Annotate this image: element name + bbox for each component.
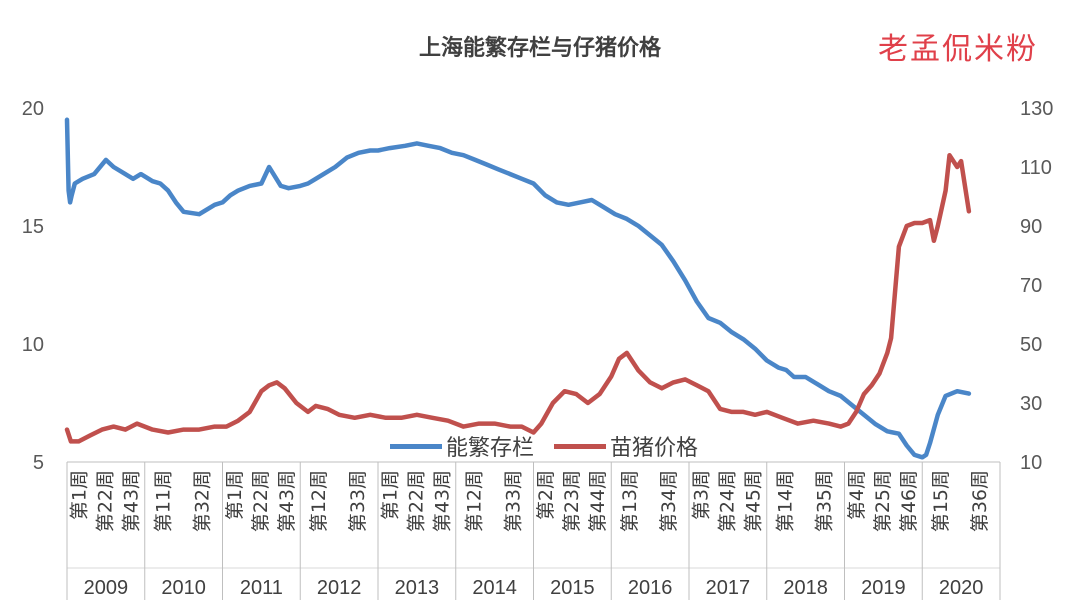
- legend-item-piglet-price: 苗猪价格: [554, 430, 698, 462]
- series-line-sows: [64, 117, 972, 460]
- week-tick-label: 第12周: [464, 470, 486, 532]
- week-tick-label: 第1周: [224, 470, 246, 520]
- year-label: 2014: [472, 577, 517, 599]
- right-tick-label: 50: [1020, 334, 1042, 356]
- legend-swatch-piglet-price: [554, 443, 607, 449]
- week-tick-label: 第33周: [347, 470, 369, 532]
- week-tick-label: 第32周: [192, 470, 214, 532]
- year-label: 2017: [706, 577, 751, 599]
- week-tick-label: 第43周: [431, 470, 453, 532]
- series-layer: [64, 117, 972, 460]
- week-tick-label: 第22周: [405, 470, 427, 532]
- year-label: 2009: [84, 577, 129, 599]
- week-tick-label: 第2周: [535, 470, 557, 520]
- legend: 能繁存栏 苗猪价格: [390, 430, 718, 462]
- left-axis-ticks: 5 10 15 20: [22, 98, 44, 474]
- week-tick-label: 第44周: [587, 470, 609, 532]
- year-label: 2016: [628, 577, 673, 599]
- week-tick-label: 第35周: [814, 470, 836, 532]
- legend-swatch-sows: [390, 443, 442, 449]
- year-label: 2018: [783, 577, 828, 599]
- week-tick-label: 第11周: [153, 470, 175, 532]
- week-tick-label: 第25周: [872, 470, 894, 532]
- right-tick-label: 130: [1020, 98, 1053, 120]
- right-tick-label: 30: [1020, 393, 1042, 415]
- right-tick-label: 110: [1020, 157, 1052, 179]
- left-tick-label: 20: [22, 98, 44, 120]
- year-label: 2010: [161, 577, 206, 599]
- year-label: 2013: [395, 577, 440, 599]
- week-tick-label: 第22周: [94, 470, 116, 532]
- week-tick-label: 第14周: [775, 470, 797, 532]
- week-tick-label: 第3周: [691, 470, 713, 520]
- right-axis-ticks: 10 30 50 70 90 110 130: [1020, 98, 1053, 474]
- left-tick-label: 10: [22, 334, 44, 356]
- right-tick-label: 10: [1020, 452, 1042, 474]
- week-tick-label: 第34周: [658, 470, 680, 532]
- right-tick-label: 90: [1020, 216, 1042, 238]
- year-label: 2011: [240, 577, 283, 599]
- week-tick-label: 第12周: [308, 470, 330, 532]
- week-tick-label: 第1周: [380, 470, 402, 520]
- legend-label-sows: 能繁存栏: [446, 436, 535, 461]
- year-label: 2015: [550, 577, 595, 599]
- week-tick-label: 第13周: [619, 470, 641, 532]
- week-tick-label: 第36周: [969, 470, 991, 532]
- series-line-piglet-price: [64, 152, 972, 444]
- chart-title: 上海能繁存栏与仔猪价格: [418, 36, 661, 61]
- week-tick-label: 第46周: [898, 470, 920, 532]
- week-tick-label: 第4周: [846, 470, 868, 520]
- x-axis: 2009 2010 2011 2012 2013 2014 2015 2016 2017 2018…: [66, 461, 1001, 600]
- week-tick-label: 第24周: [716, 470, 738, 532]
- week-tick-label: 第33周: [503, 470, 525, 532]
- left-tick-label: 5: [33, 452, 44, 474]
- year-label: 2019: [861, 577, 906, 599]
- week-tick-label: 第22周: [250, 470, 272, 532]
- right-tick-label: 70: [1020, 275, 1042, 297]
- year-label: 2020: [939, 577, 984, 599]
- week-tick-label: 第23周: [561, 470, 583, 532]
- year-label: 2012: [317, 577, 362, 599]
- left-tick-label: 15: [22, 216, 44, 238]
- week-tick-label: 第15周: [930, 470, 952, 532]
- watermark-text: 老孟侃米粉: [878, 32, 1038, 67]
- week-tick-label: 第1周: [69, 470, 91, 520]
- week-tick-label: 第43周: [276, 470, 298, 532]
- legend-item-sows: 能繁存栏: [390, 430, 534, 462]
- week-tick-label: 第43周: [120, 470, 142, 532]
- legend-label-piglet-price: 苗猪价格: [610, 436, 699, 461]
- week-tick-label: 第45周: [742, 470, 764, 532]
